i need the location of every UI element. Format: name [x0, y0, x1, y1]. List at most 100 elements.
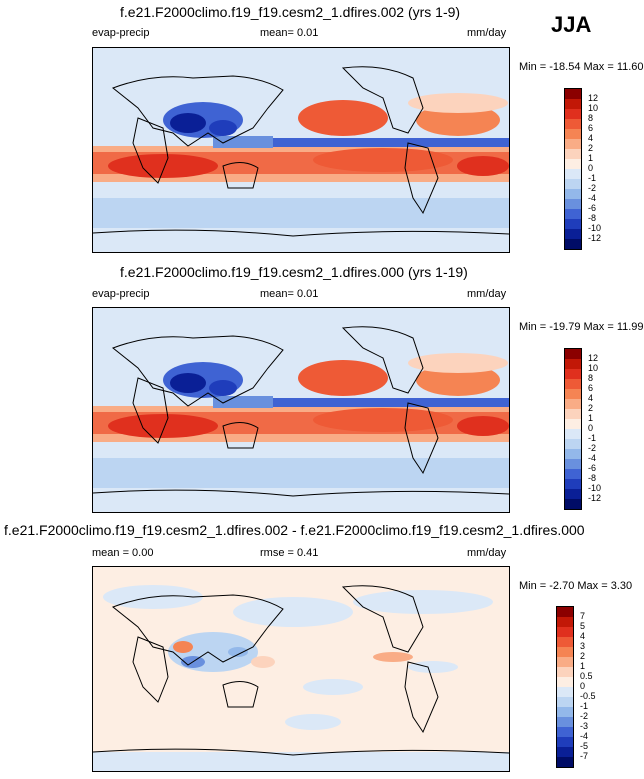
- colorbar-swatch: [565, 129, 581, 139]
- panel-3-colorbar-label: -5: [580, 741, 589, 751]
- colorbar-swatch: [565, 349, 581, 359]
- colorbar-swatch: [557, 717, 573, 727]
- panel-2-colorbar-label: -1: [588, 433, 597, 443]
- panel-3-colorbar: 7 5 4 3 2 1 0.5 0 -0.5 -1 -2 -3 -4 -5 -7: [556, 606, 596, 768]
- panel-1-colorbar-label: 2: [588, 143, 594, 153]
- panel-3-colorbar-label: 0: [580, 681, 586, 691]
- panel-1-colorbar-label: -10: [588, 223, 602, 233]
- colorbar-swatch: [565, 189, 581, 199]
- colorbar-swatch: [565, 149, 581, 159]
- panel-3-colorbar-label: -3: [580, 721, 589, 731]
- panel-2-colorbar-label: 6: [588, 383, 594, 393]
- panel-3-colorbar-label: 4: [580, 631, 586, 641]
- panel-3-colorbar-label: 2: [580, 651, 586, 661]
- colorbar-swatch: [565, 409, 581, 419]
- panel-1-mean-label: mean= 0.01: [260, 27, 319, 39]
- panel-3-field: [93, 567, 509, 771]
- colorbar-swatch: [565, 239, 581, 249]
- panel-2-map: [92, 307, 510, 513]
- panel-2-colorbar-label: 0: [588, 423, 594, 433]
- panel-2-variable-label: evap-precip: [92, 288, 150, 300]
- colorbar-swatch: [565, 139, 581, 149]
- colorbar-swatch: [557, 737, 573, 747]
- colorbar-swatch: [565, 179, 581, 189]
- panel-1-colorbar-label: -2: [588, 183, 597, 193]
- panel-1-colorbar-label: 4: [588, 133, 594, 143]
- panel-2-colorbar-label: -12: [588, 493, 602, 503]
- panel-2-colorbar-label: 4: [588, 393, 594, 403]
- panel-1-colorbar-label: 0: [588, 163, 594, 173]
- panel-2-units-label: mm/day: [467, 288, 507, 300]
- colorbar-swatch: [565, 399, 581, 409]
- panel-3-colorbar-label: -2: [580, 711, 589, 721]
- panel-2-colorbar-box: [564, 348, 582, 510]
- panel-1-units-label: mm/day: [467, 27, 507, 39]
- colorbar-swatch: [565, 469, 581, 479]
- panel-1-colorbar-label: 12: [588, 93, 599, 103]
- panel-3-colorbar-label: 3: [580, 641, 586, 651]
- colorbar-swatch: [565, 379, 581, 389]
- colorbar-swatch: [565, 209, 581, 219]
- panel-3-colorbar-label: -4: [580, 731, 589, 741]
- panel-1-title: f.e21.F2000climo.f19_f19.cesm2_1.dfires.…: [120, 4, 461, 20]
- panel-1-variable-label: evap-precip: [92, 27, 150, 39]
- panel-3-colorbar-label: 0.5: [580, 671, 593, 681]
- colorbar-swatch: [557, 667, 573, 677]
- panel-2-colorbar-label: 12: [588, 353, 599, 363]
- colorbar-swatch: [565, 499, 581, 509]
- panel-1-colorbar-label: 1: [588, 153, 594, 163]
- colorbar-swatch: [565, 159, 581, 169]
- colorbar-swatch: [565, 219, 581, 229]
- panel-2-colorbar-label: -8: [588, 473, 597, 483]
- panel-2-colorbar-label: 8: [588, 373, 594, 383]
- panel-3-title: f.e21.F2000climo.f19_f19.cesm2_1.dfires.…: [4, 522, 585, 538]
- colorbar-swatch: [565, 89, 581, 99]
- panel-3-colorbar-label: 1: [580, 661, 586, 671]
- panel-2-colorbar: 12 10 8 6 4 2 1 0 -1 -2 -4 -6 -8 -10 -12: [564, 348, 601, 510]
- colorbar-swatch: [557, 647, 573, 657]
- panel-2-colorbar-label: 10: [588, 363, 599, 373]
- colorbar-swatch: [565, 489, 581, 499]
- colorbar-swatch: [565, 199, 581, 209]
- panel-2-colorbar-label: -6: [588, 463, 597, 473]
- colorbar-swatch: [557, 677, 573, 687]
- colorbar-swatch: [557, 637, 573, 647]
- colorbar-swatch: [565, 109, 581, 119]
- colorbar-swatch: [565, 369, 581, 379]
- panel-2-colorbar-label: -4: [588, 453, 597, 463]
- panel-1-colorbar-label: 6: [588, 123, 594, 133]
- panel-2-colorbar-label: 1: [588, 413, 594, 423]
- panel-1-map: [92, 47, 510, 253]
- colorbar-swatch: [557, 757, 573, 767]
- panel-1-minmax-label: Min = -18.54 Max = 11.60: [519, 61, 644, 73]
- panel-1-field: [93, 48, 509, 252]
- colorbar-swatch: [565, 169, 581, 179]
- colorbar-swatch: [557, 687, 573, 697]
- panel-3-colorbar-box: [556, 606, 574, 768]
- panel-3-colorbar-label: -0.5: [580, 691, 596, 701]
- colorbar-swatch: [557, 707, 573, 717]
- panel-1-colorbar: 12 10 8 6 4 2 1 0 -1 -2 -4 -6 -8 -10 -12: [564, 88, 601, 250]
- colorbar-swatch: [565, 119, 581, 129]
- panel-1-colorbar-label: -1: [588, 173, 597, 183]
- panel-1-colorbar-label: 10: [588, 103, 599, 113]
- colorbar-swatch: [565, 389, 581, 399]
- colorbar-swatch: [557, 727, 573, 737]
- colorbar-swatch: [565, 99, 581, 109]
- panel-3-colorbar-label: -1: [580, 701, 589, 711]
- colorbar-swatch: [565, 439, 581, 449]
- colorbar-swatch: [565, 359, 581, 369]
- panel-3-rmse-label: rmse = 0.41: [260, 547, 319, 559]
- panel-3-mean-label: mean = 0.00: [92, 547, 154, 559]
- panel-1-colorbar-label: -4: [588, 193, 597, 203]
- colorbar-swatch: [557, 657, 573, 667]
- colorbar-swatch: [557, 747, 573, 757]
- panel-3-map: [92, 566, 510, 772]
- panel-2-minmax-label: Min = -19.79 Max = 11.99: [519, 321, 644, 333]
- panel-2-field: [93, 308, 509, 512]
- colorbar-swatch: [565, 479, 581, 489]
- colorbar-swatch: [557, 607, 573, 617]
- colorbar-swatch: [557, 627, 573, 637]
- panel-1-colorbar-label: -8: [588, 213, 597, 223]
- panel-3-colorbar-label: 5: [580, 621, 586, 631]
